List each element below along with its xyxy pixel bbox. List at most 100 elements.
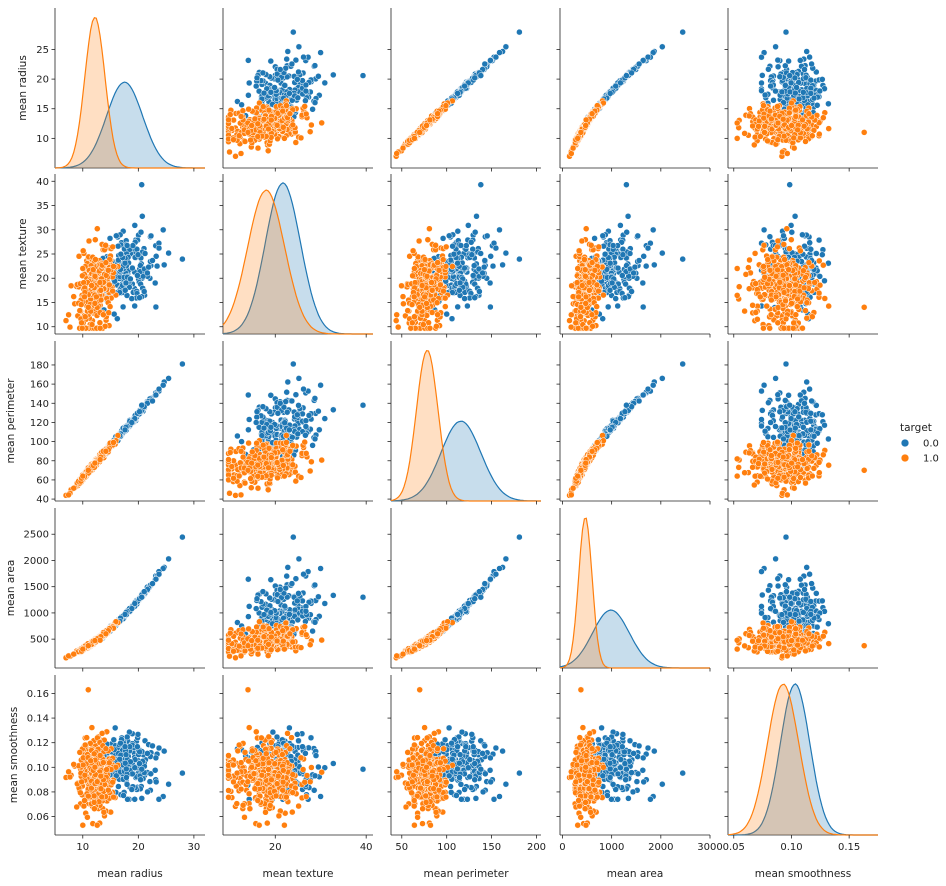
point-1.0 bbox=[280, 124, 287, 131]
point-0.0 bbox=[119, 303, 127, 311]
point-0.0 bbox=[463, 242, 470, 249]
point-1.0 bbox=[409, 247, 417, 255]
point-1.0 bbox=[409, 319, 416, 327]
point-1.0 bbox=[235, 132, 243, 139]
point-1.0 bbox=[247, 136, 254, 144]
point-0.0 bbox=[489, 262, 497, 270]
point-1.0 bbox=[582, 324, 590, 332]
point-1.0 bbox=[96, 319, 104, 326]
point-0.0 bbox=[129, 242, 137, 249]
point-1.0 bbox=[226, 148, 233, 156]
point-1.0 bbox=[757, 133, 764, 140]
point-0.0 bbox=[295, 68, 302, 76]
point-0.0 bbox=[315, 73, 322, 80]
point-0.0 bbox=[761, 91, 769, 99]
point-0.0 bbox=[469, 272, 477, 279]
point-0.0 bbox=[797, 57, 804, 64]
point-0.0 bbox=[155, 385, 163, 393]
point-1.0 bbox=[91, 300, 99, 307]
point-0.0 bbox=[606, 90, 614, 97]
point-1.0 bbox=[423, 273, 431, 280]
point-outlier-0.0 bbox=[138, 181, 145, 188]
point-1.0 bbox=[92, 256, 99, 263]
point-0.0 bbox=[642, 262, 650, 270]
point-0.0 bbox=[439, 235, 447, 242]
point-1.0 bbox=[399, 293, 407, 300]
point-1.0 bbox=[745, 112, 753, 120]
point-1.0 bbox=[774, 237, 782, 245]
y-tick-label: 15 bbox=[36, 298, 49, 309]
point-0.0 bbox=[760, 226, 768, 234]
point-1.0 bbox=[733, 292, 741, 299]
point-outlier-1.0 bbox=[85, 304, 92, 311]
point-1.0 bbox=[92, 236, 99, 243]
point-0.0 bbox=[149, 397, 156, 405]
point-1.0 bbox=[423, 300, 430, 307]
point-1.0 bbox=[820, 261, 827, 269]
point-0.0 bbox=[623, 228, 630, 236]
point-0.0 bbox=[793, 84, 800, 91]
point-0.0 bbox=[487, 303, 494, 311]
point-0.0 bbox=[302, 81, 310, 89]
point-0.0 bbox=[492, 53, 500, 61]
point-0.0 bbox=[450, 250, 458, 258]
point-1.0 bbox=[265, 125, 272, 133]
point-1.0 bbox=[752, 280, 759, 287]
point-1.0 bbox=[733, 119, 741, 127]
panel-mean-radius-vs-mean-smoothness bbox=[724, 8, 878, 172]
point-1.0 bbox=[237, 150, 245, 157]
point-1.0 bbox=[582, 273, 589, 280]
point-1.0 bbox=[424, 236, 432, 243]
point-outlier-1.0 bbox=[281, 135, 288, 142]
point-1.0 bbox=[78, 319, 85, 327]
point-1.0 bbox=[786, 245, 793, 252]
point-0.0 bbox=[772, 87, 779, 95]
point-1.0 bbox=[799, 116, 806, 124]
point-1.0 bbox=[763, 302, 770, 310]
point-1.0 bbox=[774, 103, 781, 110]
point-1.0 bbox=[746, 256, 753, 264]
point-0.0 bbox=[294, 94, 302, 102]
point-0.0 bbox=[448, 315, 456, 322]
point-0.0 bbox=[476, 288, 483, 295]
point-0.0 bbox=[134, 272, 141, 279]
point-0.0 bbox=[621, 294, 629, 301]
point-1.0 bbox=[780, 132, 788, 140]
point-1.0 bbox=[749, 302, 756, 309]
point-0.0 bbox=[131, 222, 139, 229]
point-1.0 bbox=[735, 283, 743, 290]
point-0.0 bbox=[145, 263, 152, 271]
point-1.0 bbox=[62, 317, 70, 324]
point-0.0 bbox=[619, 272, 626, 279]
point-1.0 bbox=[239, 107, 247, 114]
point-1.0 bbox=[575, 247, 583, 255]
point-0.0 bbox=[294, 76, 301, 83]
point-outlier-0.0 bbox=[623, 72, 630, 79]
point-0.0 bbox=[253, 74, 261, 82]
point-outlier-1.0 bbox=[411, 135, 418, 142]
point-1.0 bbox=[96, 279, 104, 286]
point-1.0 bbox=[774, 136, 782, 143]
panel-mean-radius-vs-mean-texture bbox=[219, 8, 373, 172]
point-0.0 bbox=[800, 89, 807, 96]
point-1.0 bbox=[421, 293, 428, 301]
point-0.0 bbox=[766, 233, 774, 240]
point-1.0 bbox=[781, 256, 788, 263]
point-1.0 bbox=[780, 324, 788, 332]
point-1.0 bbox=[792, 281, 799, 289]
point-1.0 bbox=[582, 116, 590, 124]
point-0.0 bbox=[283, 55, 290, 63]
kde-line-1.0 bbox=[54, 16, 205, 169]
point-1.0 bbox=[585, 279, 593, 286]
point-1.0 bbox=[782, 315, 790, 323]
point-1.0 bbox=[106, 281, 113, 289]
point-1.0 bbox=[449, 263, 456, 270]
point-1.0 bbox=[809, 313, 816, 320]
point-1.0 bbox=[581, 256, 588, 263]
point-outlier-1.0 bbox=[733, 265, 741, 272]
point-1.0 bbox=[802, 307, 809, 314]
point-0.0 bbox=[128, 295, 136, 302]
point-0.0 bbox=[134, 251, 142, 258]
point-1.0 bbox=[766, 107, 774, 115]
point-1.0 bbox=[394, 323, 402, 331]
